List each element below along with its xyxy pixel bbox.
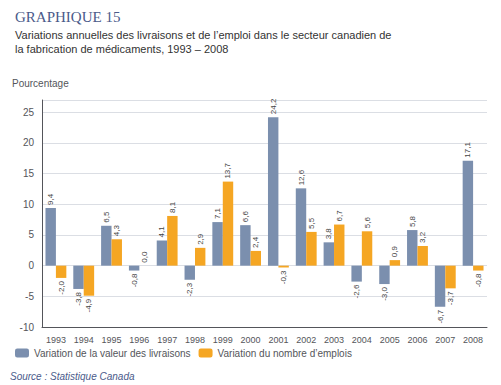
svg-text:1993: 1993 — [46, 335, 66, 345]
svg-text:13,7: 13,7 — [223, 162, 232, 178]
svg-text:-0,8: -0,8 — [474, 273, 483, 287]
svg-text:-2,0: -2,0 — [57, 280, 66, 294]
svg-text:1996: 1996 — [129, 335, 149, 345]
svg-text:1994: 1994 — [74, 335, 94, 345]
svg-text:GRAPHIQUE 15: GRAPHIQUE 15 — [15, 9, 120, 25]
svg-text:-4,9: -4,9 — [84, 298, 93, 312]
svg-text:Pourcentage: Pourcentage — [12, 78, 69, 89]
svg-text:3,8: 3,8 — [324, 228, 333, 240]
svg-text:Variation de la valeur des liv: Variation de la valeur des livraisons — [34, 348, 191, 359]
svg-text:2004: 2004 — [352, 335, 372, 345]
svg-text:Source : Statistique Canada: Source : Statistique Canada — [10, 371, 135, 382]
svg-text:5,6: 5,6 — [363, 217, 372, 229]
svg-text:4,3: 4,3 — [112, 225, 121, 237]
svg-text:-3,7: -3,7 — [446, 291, 455, 305]
svg-text:Variations annuelles des livra: Variations annuelles des livraisons et d… — [15, 29, 391, 41]
svg-text:6,6: 6,6 — [241, 210, 250, 222]
svg-text:2006: 2006 — [407, 335, 427, 345]
svg-text:2,4: 2,4 — [251, 236, 260, 248]
svg-text:1997: 1997 — [157, 335, 177, 345]
svg-text:15: 15 — [23, 168, 35, 179]
svg-text:-2,3: -2,3 — [185, 282, 194, 296]
svg-text:2000: 2000 — [241, 335, 261, 345]
svg-text:-3,8: -3,8 — [74, 291, 83, 305]
svg-text:0,9: 0,9 — [390, 245, 399, 257]
svg-text:1998: 1998 — [185, 335, 205, 345]
svg-text:2008: 2008 — [463, 335, 483, 345]
svg-text:2005: 2005 — [380, 335, 400, 345]
svg-text:-10: -10 — [20, 322, 35, 333]
svg-text:5,8: 5,8 — [408, 215, 417, 227]
svg-text:-5: -5 — [25, 291, 34, 302]
svg-text:17,1: 17,1 — [463, 142, 472, 158]
svg-text:5,5: 5,5 — [307, 217, 316, 229]
svg-text:-0,3: -0,3 — [279, 270, 288, 284]
svg-text:1999: 1999 — [213, 335, 233, 345]
svg-text:20: 20 — [23, 137, 35, 148]
svg-text:2002: 2002 — [296, 335, 316, 345]
svg-text:4,1: 4,1 — [157, 226, 166, 238]
svg-text:-0,8: -0,8 — [130, 273, 139, 287]
svg-text:2003: 2003 — [324, 335, 344, 345]
svg-text:Variation du nombre d’emplois: Variation du nombre d’emplois — [218, 348, 352, 359]
svg-text:-3,0: -3,0 — [380, 287, 389, 301]
svg-text:7,1: 7,1 — [213, 207, 222, 219]
svg-text:6,5: 6,5 — [102, 211, 111, 223]
svg-text:24,2: 24,2 — [269, 98, 278, 114]
svg-text:6,7: 6,7 — [335, 210, 344, 222]
svg-text:2,9: 2,9 — [196, 233, 205, 245]
svg-text:-6,7: -6,7 — [436, 309, 445, 323]
svg-text:2001: 2001 — [268, 335, 288, 345]
svg-text:12,6: 12,6 — [297, 169, 306, 185]
svg-text:0,0: 0,0 — [140, 251, 149, 263]
svg-text:0: 0 — [28, 260, 34, 271]
svg-text:9,4: 9,4 — [46, 193, 55, 205]
svg-text:2007: 2007 — [435, 335, 455, 345]
svg-text:3,2: 3,2 — [418, 231, 427, 243]
svg-text:la fabrication de médicaments,: la fabrication de médicaments, 1993 – 20… — [15, 43, 228, 55]
svg-text:10: 10 — [23, 199, 35, 210]
svg-text:1995: 1995 — [102, 335, 122, 345]
svg-text:25: 25 — [23, 107, 35, 118]
svg-text:-2,6: -2,6 — [352, 284, 361, 298]
svg-text:8,1: 8,1 — [168, 201, 177, 213]
svg-text:5: 5 — [28, 229, 34, 240]
